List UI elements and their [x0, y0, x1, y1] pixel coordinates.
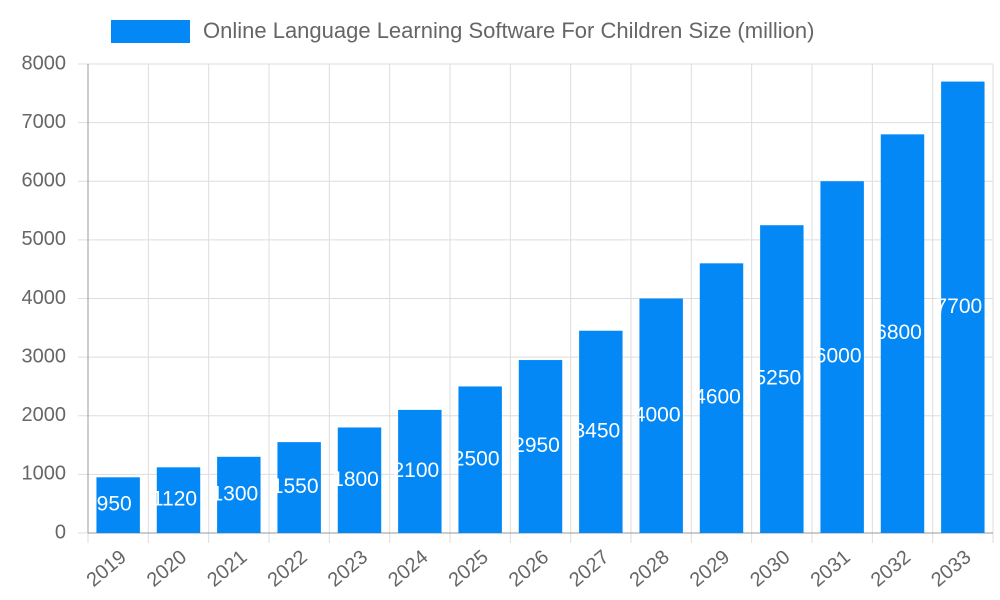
data-label: 2500 — [453, 447, 500, 470]
bar — [96, 477, 140, 533]
bar — [579, 330, 623, 533]
x-tick-label: 2021 — [203, 546, 251, 591]
bar — [217, 456, 261, 533]
legend-swatch — [111, 20, 190, 43]
x-tick-label: 2023 — [324, 546, 372, 591]
x-tick-label: 2032 — [867, 546, 915, 591]
data-label: 2950 — [513, 434, 560, 457]
x-tick-label: 2030 — [746, 546, 794, 591]
x-tick-label: 2024 — [384, 546, 432, 591]
x-tick-label: 2033 — [927, 546, 975, 591]
y-tick-label: 4000 — [22, 287, 67, 309]
data-label: 1300 — [211, 482, 258, 505]
data-label: 1800 — [332, 468, 379, 491]
x-tick-label: 2019 — [83, 546, 131, 591]
y-tick-label: 3000 — [22, 345, 67, 367]
y-tick-label: 0 — [55, 521, 66, 543]
x-tick-label: 2026 — [505, 546, 553, 591]
x-tick-label: 2020 — [143, 546, 191, 591]
legend-label: Online Language Learning Software For Ch… — [203, 18, 814, 43]
bar — [398, 409, 442, 533]
bar — [699, 263, 744, 533]
data-label: 6800 — [875, 321, 922, 344]
y-tick-label: 5000 — [22, 228, 67, 250]
data-label: 7700 — [935, 295, 982, 318]
y-tick-label: 6000 — [22, 170, 67, 192]
y-tick-label: 1000 — [22, 463, 67, 485]
data-label: 2100 — [392, 459, 439, 482]
x-tick-label: 2027 — [565, 546, 613, 591]
y-tick-label: 7000 — [22, 111, 67, 133]
y-tick-label: 8000 — [22, 52, 67, 74]
data-label: 4600 — [694, 386, 741, 409]
data-label: 4000 — [634, 403, 681, 426]
bar — [941, 81, 985, 534]
x-tick-label: 2031 — [807, 546, 855, 591]
bar — [820, 181, 864, 533]
y-tick-label: 2000 — [22, 404, 67, 426]
data-label: 3450 — [573, 419, 620, 442]
bar — [156, 467, 201, 533]
x-tick-label: 2029 — [686, 546, 734, 591]
data-label: 1550 — [272, 475, 319, 498]
bar — [880, 134, 925, 533]
bar — [639, 298, 683, 533]
x-tick-label: 2022 — [264, 546, 312, 591]
bar — [458, 386, 502, 533]
x-tick-label: 2028 — [626, 546, 674, 591]
data-label: 950 — [97, 493, 132, 516]
x-tick-label: 2025 — [445, 546, 493, 591]
bar — [518, 360, 563, 533]
bar — [277, 442, 321, 533]
data-label: 5250 — [754, 367, 801, 390]
bar — [760, 225, 804, 533]
bar — [337, 427, 382, 533]
data-label: 6000 — [815, 345, 862, 368]
data-label: 1120 — [152, 488, 197, 511]
